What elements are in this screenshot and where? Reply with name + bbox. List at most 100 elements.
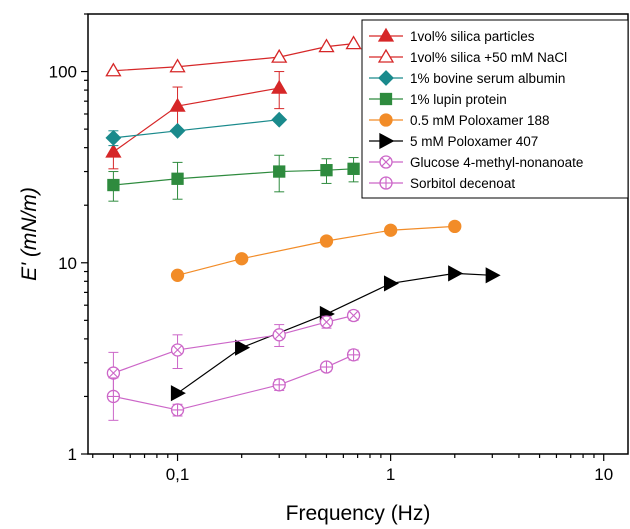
data-point	[318, 38, 335, 53]
marker-cross	[172, 345, 183, 355]
marker-shape	[448, 219, 462, 234]
series-6	[170, 265, 501, 402]
data-point	[346, 308, 361, 323]
legend-marker	[379, 92, 393, 106]
legend-item: 1vol% silica +50 mM NaCl	[369, 48, 567, 65]
data-point	[320, 164, 333, 177]
data-point	[106, 366, 121, 380]
legend-marker	[379, 155, 393, 169]
marker-shape	[345, 35, 362, 50]
marker-shape	[271, 111, 288, 128]
data-point	[319, 234, 334, 248]
x-tick-label: 10	[594, 465, 613, 484]
marker-cross	[274, 330, 284, 340]
series-line	[113, 168, 354, 186]
data-point	[272, 378, 286, 392]
data-point	[169, 122, 186, 139]
marker-shape	[318, 38, 335, 53]
data-point	[271, 79, 288, 94]
marker-shape	[169, 58, 186, 73]
data-point	[383, 275, 400, 292]
series-line	[113, 354, 354, 411]
data-point	[346, 348, 361, 362]
data-point	[345, 35, 362, 50]
series-line	[113, 43, 354, 72]
data-point	[319, 360, 334, 374]
legend-item: Glucose 4-methyl-nonanoate	[369, 155, 583, 170]
legend-item: 1% bovine serum albumin	[369, 70, 565, 86]
legend: 1vol% silica particles 1vol% silica +50 m…	[361, 19, 629, 199]
marker-shape	[383, 275, 400, 292]
x-axis-title: Frequency (Hz)	[286, 502, 431, 525]
legend-marker	[379, 132, 395, 150]
legend-box	[361, 19, 629, 199]
data-point	[448, 219, 462, 234]
legend-marker	[377, 48, 395, 63]
series-line	[113, 87, 280, 153]
data-point	[448, 265, 464, 282]
legend-item: 1% lupin protein	[369, 92, 507, 107]
legend-label: 5 mM Poloxamer 407	[410, 134, 538, 149]
marker-cross	[108, 368, 118, 378]
legend-marker	[379, 176, 393, 190]
marker-cross	[348, 310, 359, 321]
legend-marker	[377, 27, 395, 42]
marker-shape	[319, 234, 334, 248]
marker-shape	[378, 70, 394, 86]
legend-label: Sorbitol decenoat	[410, 176, 515, 191]
data-point	[235, 252, 249, 266]
legend-label: 1% bovine serum albumin	[410, 71, 565, 86]
data-point	[105, 143, 122, 158]
series-1	[105, 71, 288, 170]
series-7	[106, 308, 361, 402]
marker-shape	[377, 27, 395, 42]
marker-shape	[383, 223, 398, 237]
data-point	[272, 328, 286, 342]
data-point	[170, 343, 185, 357]
series-line	[177, 272, 493, 394]
data-point	[170, 268, 185, 282]
marker-shape	[105, 62, 122, 77]
marker-shape	[105, 143, 122, 158]
legend-item: 1vol% silica particles	[369, 27, 535, 44]
y-tick-label: 100	[49, 63, 77, 82]
data-point	[106, 389, 121, 404]
legend-item: Sorbitol decenoat	[369, 176, 515, 191]
series-line	[113, 119, 280, 139]
x-tick-label: 1	[386, 465, 395, 484]
data-point	[170, 385, 186, 402]
marker-shape	[379, 132, 395, 150]
legend-label: 0.5 mM Poloxamer 188	[410, 113, 550, 128]
marker-shape	[379, 113, 393, 127]
marker-shape	[485, 267, 501, 284]
legend-label: 1vol% silica particles	[410, 29, 535, 44]
marker-shape	[171, 172, 184, 185]
series-layer	[105, 35, 501, 421]
data-point	[383, 223, 398, 237]
marker-cross	[381, 157, 391, 167]
x-tick-label: 0,1	[166, 465, 190, 484]
data-point	[171, 172, 184, 185]
data-point	[105, 129, 122, 146]
marker-shape	[377, 48, 395, 63]
data-point	[485, 267, 501, 284]
series-3	[105, 111, 288, 147]
legend-marker	[378, 70, 394, 86]
marker-shape	[169, 97, 186, 112]
y-axis-title: E' (mN/m)	[18, 187, 41, 281]
marker-shape	[170, 385, 186, 402]
marker-shape	[448, 265, 464, 282]
data-point	[169, 97, 186, 112]
marker-shape	[273, 165, 286, 178]
marker-shape	[235, 339, 251, 356]
legend-item: 5 mM Poloxamer 407	[369, 132, 538, 150]
marker-shape	[169, 122, 186, 139]
series-4	[107, 154, 360, 202]
data-point	[105, 62, 122, 77]
y-tick-label: 10	[58, 254, 77, 273]
series-line	[177, 225, 455, 276]
y-tick-label: 1	[68, 445, 77, 464]
data-point	[271, 48, 288, 63]
marker-shape	[105, 129, 122, 146]
